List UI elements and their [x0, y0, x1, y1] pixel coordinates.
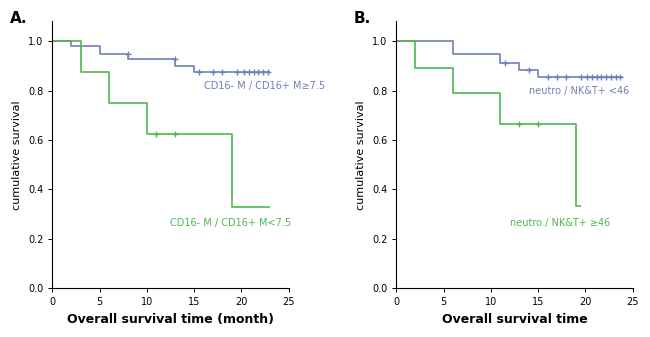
Text: CD16- M / CD16+ M<7.5: CD16- M / CD16+ M<7.5	[170, 218, 292, 228]
Text: CD16- M / CD16+ M≥7.5: CD16- M / CD16+ M≥7.5	[203, 81, 325, 91]
X-axis label: Overall survival time (month): Overall survival time (month)	[67, 313, 274, 326]
Text: B.: B.	[354, 11, 371, 26]
Y-axis label: cumulative survival: cumulative survival	[356, 100, 367, 210]
Text: neutro / NK&T+ ≥46: neutro / NK&T+ ≥46	[510, 218, 610, 228]
Y-axis label: cumulative survival: cumulative survival	[12, 100, 22, 210]
X-axis label: Overall survival time: Overall survival time	[441, 313, 588, 326]
Text: A.: A.	[10, 11, 27, 26]
Text: neutro / NK&T+ <46: neutro / NK&T+ <46	[528, 86, 629, 96]
